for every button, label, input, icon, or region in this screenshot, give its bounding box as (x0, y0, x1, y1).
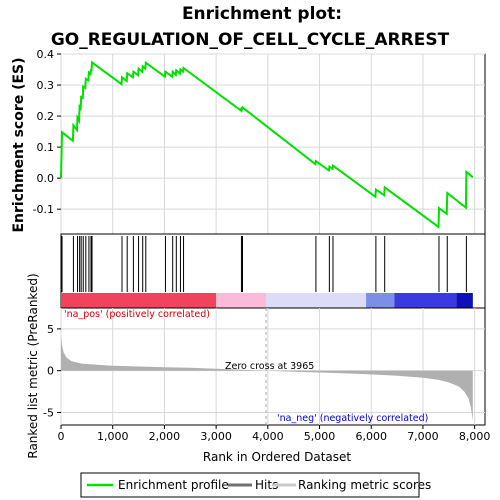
color-bar-segment (216, 293, 267, 308)
x-tick-label: 1,000 (97, 430, 129, 443)
metric-ticks: -5 0 5 (43, 323, 61, 419)
enrichment-profile-line (60, 60, 474, 229)
es-tick-label: 0.4 (37, 48, 55, 61)
x-tick-label: 8,000 (459, 430, 491, 443)
x-tick-label: 4,000 (252, 430, 284, 443)
x-tick-label: 3,000 (200, 430, 232, 443)
chart-subtitle: GO_REGULATION_OF_CELL_CYCLE_ARREST (51, 30, 450, 50)
es-tick-label: -0.1 (33, 203, 54, 216)
legend-metric-label: Ranking metric scores (298, 478, 431, 492)
metric-tick-label: -5 (43, 406, 54, 419)
es-tick-label: 0.1 (37, 141, 55, 154)
color-bar-segment (456, 293, 473, 308)
metric-y-axis-label: Ranked list metric (PreRanked) (26, 273, 40, 458)
es-y-axis-label: Enrichment score (ES) (11, 57, 27, 232)
chart-title: Enrichment plot: (182, 4, 342, 24)
x-tick-label: 7,000 (407, 430, 439, 443)
metric-tick-label: 5 (47, 323, 54, 336)
color-bar-segment (366, 293, 395, 308)
es-panel-frame (60, 53, 486, 235)
color-bar-segment (61, 293, 217, 308)
x-axis-ticks: 0 1,000 2,000 3,000 4,000 5,000 6,000 7,000 8,00… (58, 425, 491, 443)
pos-label: 'na_pos' (positively correlated) (64, 309, 210, 320)
color-bar (61, 293, 473, 308)
hits (61, 236, 467, 292)
x-tick-label: 2,000 (149, 430, 181, 443)
metric-grid (60, 308, 485, 425)
legend-hits-label: Hits (255, 478, 278, 492)
es-grid (60, 53, 485, 234)
es-tick-label: 0.0 (37, 172, 55, 185)
es-ticks: -0.1 0.0 0.1 0.2 0.3 0.4 (33, 48, 61, 216)
x-tick-label: 5,000 (304, 430, 336, 443)
neg-label: 'na_neg' (negatively correlated) (277, 413, 428, 424)
x-tick-label: 0 (58, 430, 65, 443)
x-axis-label: Rank in Ordered Dataset (203, 450, 351, 464)
x-tick-label: 6,000 (355, 430, 387, 443)
color-bar-segment (394, 293, 457, 308)
color-bar-segment (266, 293, 367, 308)
metric-tick-label: 0 (47, 365, 54, 378)
es-tick-label: 0.2 (37, 110, 55, 123)
es-tick-label: 0.3 (37, 79, 55, 92)
legend-profile-label: Enrichment profile (118, 478, 229, 492)
zero-cross-label: Zero cross at 3965 (225, 361, 314, 372)
